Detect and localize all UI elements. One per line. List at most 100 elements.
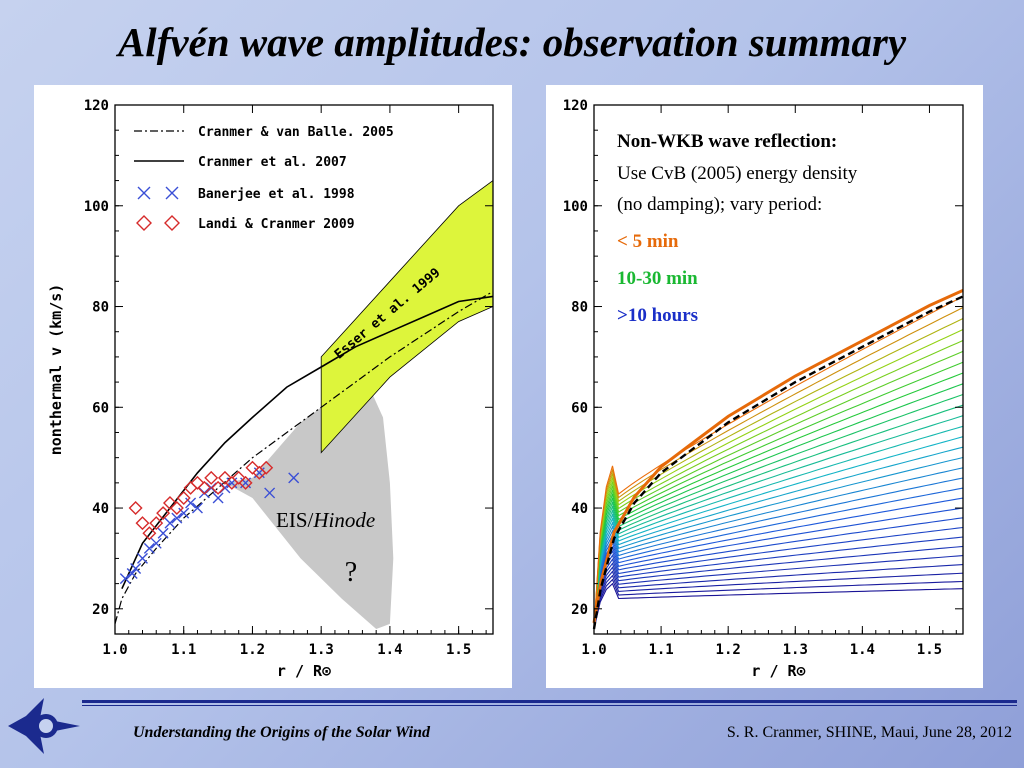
plot-frame xyxy=(593,104,964,635)
landi-marker xyxy=(128,501,143,516)
y-tick-label: 40 xyxy=(571,501,588,517)
plot-frame xyxy=(114,104,494,635)
banerjee-marker xyxy=(150,537,162,549)
y-tick-label: 80 xyxy=(92,300,109,316)
landi-marker xyxy=(217,470,232,485)
period-curve xyxy=(593,507,964,630)
landi-marker xyxy=(135,516,150,531)
banerjee-marker xyxy=(136,552,148,564)
period-curve xyxy=(593,572,964,630)
y-tick-label: 100 xyxy=(84,199,109,215)
x-tick-label: 1.0 xyxy=(581,642,606,658)
footer-rule xyxy=(82,700,1017,703)
x-tick-label: 1.0 xyxy=(102,642,127,658)
banerjee-marker xyxy=(178,507,190,519)
left-chart-panel: Esser et al. 1999 Cranmer & van Balle. 20… xyxy=(34,85,512,688)
y-tick-label: 120 xyxy=(84,98,109,114)
banerjee-marker xyxy=(164,517,176,529)
x-tick-label: 1.3 xyxy=(309,642,334,658)
banerjee-marker xyxy=(191,502,203,514)
cvb-2005-curve xyxy=(114,290,494,625)
x-tick-label: 1.2 xyxy=(240,642,265,658)
landi-marker xyxy=(245,460,260,475)
period-curve xyxy=(593,487,964,630)
legend-label: Banerjee et al. 1998 xyxy=(198,187,355,202)
landi-marker xyxy=(176,490,191,505)
landi-marker xyxy=(142,526,157,541)
period-curve xyxy=(593,467,964,630)
banerjee-marker xyxy=(264,487,276,499)
period-curve xyxy=(593,536,964,630)
landi-marker xyxy=(204,470,219,485)
period-curve xyxy=(593,329,964,630)
period-curve xyxy=(593,545,964,630)
landi-marker xyxy=(169,501,184,516)
right-chart-panel: Non-WKB wave reflection: Use CvB (2005) e… xyxy=(546,85,983,688)
legend-x-marker xyxy=(137,186,151,200)
period-curve xyxy=(593,517,964,630)
legend-diamond-marker xyxy=(164,215,180,231)
right-chart-note: Use CvB (2005) energy density xyxy=(617,163,858,184)
banerjee-marker xyxy=(212,492,224,504)
period-curve xyxy=(593,526,964,630)
eis-hinode-label: EIS/Hinode xyxy=(276,508,375,532)
y-tick-label: 100 xyxy=(563,199,588,215)
period-curve xyxy=(593,295,964,630)
y-tick-label: 120 xyxy=(563,98,588,114)
period-curve xyxy=(593,361,964,630)
footer-title: Understanding the Origins of the Solar W… xyxy=(133,724,430,741)
banerjee-marker xyxy=(185,497,197,509)
period-curve xyxy=(593,383,964,630)
x-tick-label: 1.4 xyxy=(377,642,402,658)
y-tick-label: 80 xyxy=(571,300,588,316)
landi-marker xyxy=(156,506,171,521)
solar-wind-logo xyxy=(8,698,80,754)
period-curve xyxy=(593,425,964,630)
period-curve xyxy=(593,339,964,630)
legend-label: Cranmer & van Balle. 2005 xyxy=(198,125,394,140)
legend-label: Cranmer et al. 2007 xyxy=(198,155,347,170)
right-chart-note: (no damping); vary period: xyxy=(617,194,822,215)
banerjee-marker xyxy=(288,472,300,484)
period-curve xyxy=(593,446,964,630)
landi-marker xyxy=(190,475,205,490)
period-curve xyxy=(593,578,964,630)
landi-marker xyxy=(238,475,253,490)
banerjee-marker xyxy=(157,527,169,539)
x-tick-label: 1.5 xyxy=(446,642,471,658)
slide-title: Alfvén wave amplitudes: observation summ… xyxy=(117,19,907,65)
question-mark: ? xyxy=(345,557,357,588)
footer-rule-thin xyxy=(82,705,1017,706)
right-chart-title: Non-WKB wave reflection: xyxy=(617,131,837,152)
short-period-curve xyxy=(592,289,964,624)
landi-marker xyxy=(259,460,274,475)
y-tick-label: 40 xyxy=(92,501,109,517)
period-label: < 5 min xyxy=(617,231,679,252)
landi-marker xyxy=(197,480,212,495)
x-tick-label: 1.1 xyxy=(171,642,196,658)
period-curve xyxy=(593,436,964,630)
x-tick-label: 1.3 xyxy=(783,642,808,658)
x-axis-label: r / R⊙ xyxy=(751,662,805,680)
period-curve xyxy=(593,564,964,630)
period-curve xyxy=(593,477,964,630)
legend-diamond-marker xyxy=(136,215,152,231)
legend-x-marker xyxy=(165,186,179,200)
period-curve xyxy=(593,350,964,630)
x-tick-label: 1.5 xyxy=(917,642,942,658)
period-curve xyxy=(593,404,964,630)
landi-marker xyxy=(162,496,177,510)
period-curve xyxy=(593,582,964,630)
period-curve xyxy=(593,497,964,630)
banerjee-marker xyxy=(119,573,131,585)
legend-label: Landi & Cranmer 2009 xyxy=(198,217,355,232)
banerjee-marker xyxy=(130,563,142,574)
banerjee-marker xyxy=(171,512,183,524)
y-tick-label: 60 xyxy=(92,400,109,416)
x-axis-label: r / R⊙ xyxy=(277,662,331,680)
period-label: 10-30 min xyxy=(617,268,698,289)
period-curve xyxy=(593,372,964,630)
eis-hinode-region xyxy=(225,387,394,629)
right-chart: Non-WKB wave reflection: Use CvB (2005) e… xyxy=(563,98,964,680)
